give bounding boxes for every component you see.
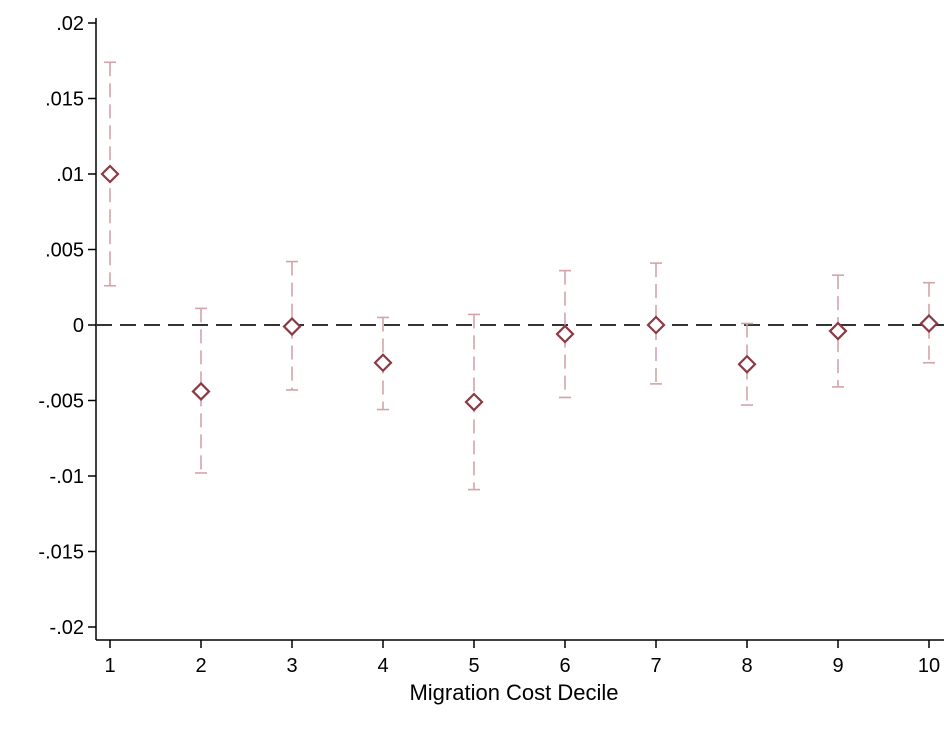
y-tick-label: -.015: [38, 542, 84, 564]
x-ticks: 1 2 3 4 5 6 7 8 9 10: [104, 640, 940, 677]
y-tick-label: .015: [45, 89, 84, 111]
confidence-intervals: [104, 61, 935, 491]
x-axis: 1 2 3 4 5 6 7 8 9 10: [96, 639, 944, 677]
y-ticks: .02 .015 .01 .005 0 -.005 -.01 -.015 -.02: [38, 13, 96, 639]
x-tick-label: 10: [918, 655, 940, 677]
x-tick-label: 5: [468, 655, 479, 677]
x-tick-label: 8: [741, 655, 752, 677]
x-tick-label: 6: [559, 655, 570, 677]
x-tick-label: 9: [832, 655, 843, 677]
point-estimate-marker: [464, 392, 484, 412]
point-estimate-marker: [828, 321, 848, 341]
x-tick-label: 2: [195, 655, 206, 677]
point-estimate-marker: [646, 315, 666, 335]
point-estimate-marker: [373, 353, 393, 373]
x-tick-label: 4: [377, 655, 388, 677]
point-estimate-marker: [555, 324, 575, 344]
y-tick-label: .005: [45, 240, 84, 262]
point-estimate-marker: [191, 381, 211, 401]
y-tick-label: -.02: [50, 617, 84, 639]
y-tick-label: .01: [56, 164, 84, 186]
x-axis-title: Migration Cost Decile: [409, 680, 618, 705]
point-estimate-marker: [100, 164, 120, 184]
point-estimates: [100, 164, 939, 412]
y-tick-label: -.01: [50, 466, 84, 488]
point-estimate-marker: [919, 313, 939, 334]
y-tick-label: 0: [73, 315, 84, 337]
point-estimate-marker: [737, 354, 757, 374]
y-tick-label: -.005: [38, 391, 84, 413]
x-tick-label: 7: [650, 655, 661, 677]
y-axis: .02 .015 .01 .005 0 -.005 -.01 -.015 -.02: [38, 13, 97, 640]
x-tick-label: 3: [286, 655, 297, 677]
x-tick-label: 1: [104, 655, 115, 677]
point-estimate-marker: [282, 316, 302, 337]
y-tick-label: .02: [56, 13, 84, 35]
